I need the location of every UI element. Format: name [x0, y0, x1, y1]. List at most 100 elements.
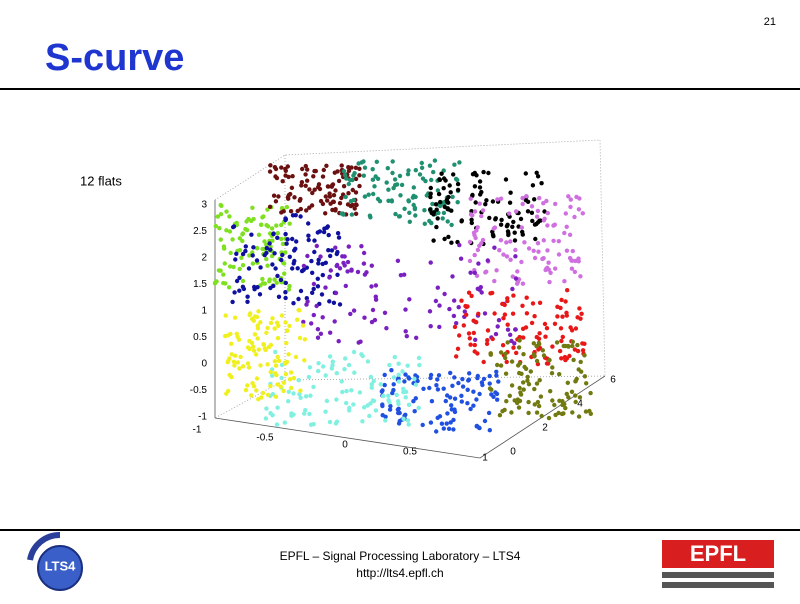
scatter-dot	[254, 388, 259, 393]
scatter-dot	[470, 172, 476, 177]
scatter-dot	[471, 403, 476, 408]
scatter-dot	[215, 214, 220, 219]
scatter-dot	[540, 256, 545, 262]
scatter-dot	[402, 206, 407, 211]
scatter-dot	[505, 322, 510, 327]
scatter-dot	[391, 375, 397, 380]
scatter-dot	[467, 336, 472, 341]
scatter-dot	[495, 197, 500, 202]
scatter-dot	[295, 266, 300, 271]
scatter-dot	[291, 301, 296, 306]
scatter-dot	[306, 233, 311, 238]
scatter-dot	[473, 337, 478, 342]
scatter-dot	[452, 375, 457, 380]
scatter-dot	[489, 387, 494, 392]
scatter-dot	[270, 392, 276, 397]
scatter-dot	[576, 207, 582, 212]
scatter-dot	[434, 429, 439, 434]
scatter-dot	[479, 241, 484, 246]
scatter-dot	[537, 300, 543, 305]
scatter-dot	[279, 362, 285, 368]
scatter-dot	[240, 284, 246, 289]
scatter-dot	[276, 358, 282, 363]
scatter-dot	[221, 272, 226, 277]
scatter-dot	[542, 209, 547, 214]
scatter-dot	[582, 374, 588, 379]
scatter-dot	[369, 263, 374, 268]
scatter-dot	[502, 312, 508, 317]
scatter-dot	[487, 428, 492, 433]
scatter-dot	[517, 361, 522, 366]
scatter-dot	[233, 353, 238, 358]
scatter-dot	[315, 327, 321, 332]
scatter-dot	[433, 202, 439, 207]
scatter-dot	[250, 205, 255, 210]
epfl-logo: EPFL	[662, 540, 774, 588]
scatter-dot	[562, 354, 568, 360]
scatter-dot	[316, 368, 321, 374]
scatter-dot	[391, 185, 396, 191]
scatter-dot	[546, 415, 552, 421]
scatter-dot	[493, 331, 499, 337]
scatter-dot	[225, 333, 231, 338]
scatter-dot	[218, 237, 223, 242]
scatter-dot	[457, 160, 462, 165]
scatter-dot	[315, 335, 321, 340]
scatter-dot	[566, 343, 571, 349]
scatter-dot	[352, 370, 357, 375]
scatter-dot	[508, 332, 513, 337]
scatter-dot	[580, 348, 586, 353]
scatter-dot	[507, 211, 512, 216]
scatter-dot	[530, 218, 535, 224]
scatter-dot	[435, 216, 440, 221]
scatter-dot	[291, 391, 296, 396]
scatter-dot	[378, 382, 383, 387]
scatter-dot	[479, 213, 484, 219]
scatter-dot	[325, 198, 330, 203]
scatter-dot	[464, 312, 469, 317]
scatter-dot	[229, 352, 234, 357]
scatter-dot	[360, 419, 365, 424]
scatter-dot	[559, 411, 565, 417]
scatter-dot	[544, 198, 549, 204]
scatter-dot	[301, 263, 307, 269]
scatter-dot	[529, 204, 535, 209]
scatter-dot	[254, 258, 260, 263]
scatter-dot	[501, 252, 506, 257]
scatter-dot	[401, 386, 406, 392]
scatter-dot	[273, 199, 279, 204]
scatter-dot	[427, 163, 433, 168]
scatter-dot	[282, 271, 287, 276]
scatter-dot	[237, 288, 242, 293]
scatter-dot	[571, 357, 576, 363]
z-tick-label: -1	[198, 412, 207, 423]
scatter-dot	[570, 343, 575, 349]
scatter-dot	[295, 317, 300, 322]
scatter-dot	[433, 298, 439, 304]
scatter-dot	[287, 221, 292, 226]
scatter-dot	[387, 407, 393, 412]
scatter-dot	[245, 361, 251, 366]
scatter-dot	[559, 356, 564, 361]
scatter-dot	[323, 409, 328, 414]
scatter-dot	[308, 393, 313, 398]
scatter-dot	[272, 251, 277, 256]
scatter-dot	[251, 384, 257, 389]
scatter-dot	[459, 298, 464, 303]
lts4-logo: LTS4	[27, 531, 83, 591]
scatter-dot	[439, 421, 445, 426]
scatter-dot	[287, 283, 292, 289]
scatter-dot	[283, 372, 289, 377]
scatter-dot	[517, 385, 522, 391]
scatter-dot	[484, 198, 489, 203]
z-tick-label: 1	[201, 306, 207, 317]
scatter-dot	[406, 198, 411, 203]
scatter-dot	[532, 197, 537, 202]
scatter-dot	[509, 383, 515, 388]
scatter-dot	[576, 367, 581, 372]
scatter-dot	[312, 238, 317, 243]
scatter-dot	[384, 180, 389, 185]
scatter-dot	[566, 194, 571, 199]
scatter-dot	[353, 176, 359, 182]
scatter-dot	[530, 301, 536, 306]
